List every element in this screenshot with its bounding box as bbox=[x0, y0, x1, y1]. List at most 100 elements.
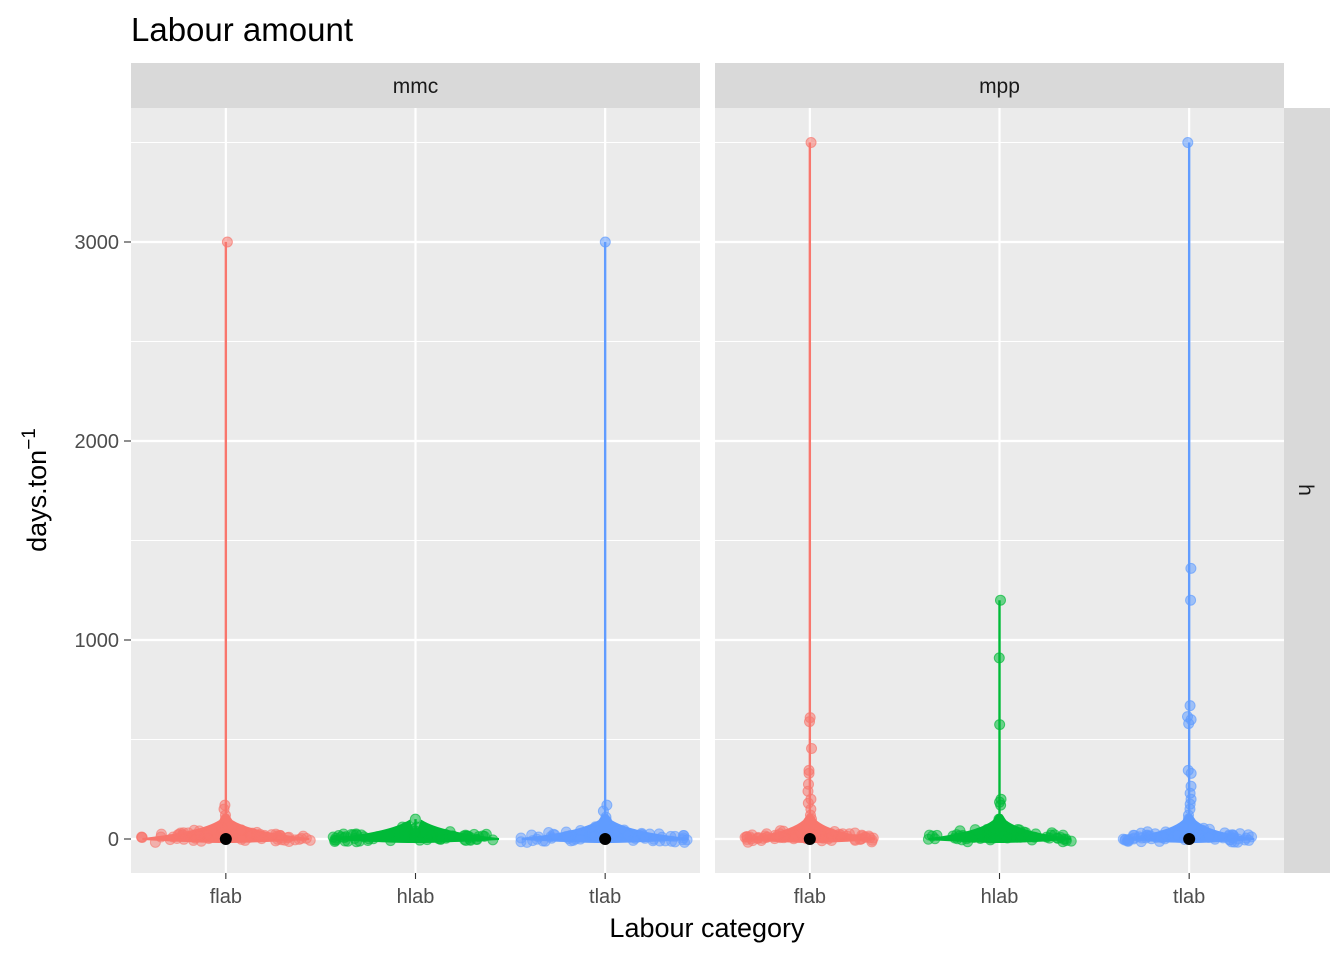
violin-mmc-hlab bbox=[327, 813, 500, 848]
jitter-point bbox=[539, 835, 551, 847]
data-point bbox=[1184, 700, 1196, 712]
violin-mmc-tlab bbox=[515, 236, 693, 848]
data-point bbox=[599, 236, 611, 248]
jitter-point bbox=[1240, 832, 1252, 844]
strip-label-mmc: mmc bbox=[393, 75, 439, 98]
jitter-point bbox=[589, 830, 601, 842]
jitter-point bbox=[266, 829, 278, 841]
jitter-point bbox=[1158, 831, 1170, 843]
x-tick-label: flab bbox=[210, 886, 242, 908]
strip-mmc bbox=[131, 63, 700, 108]
data-point bbox=[804, 817, 816, 829]
violin-mmc-flab bbox=[136, 236, 316, 848]
violin-mpp-hlab bbox=[922, 594, 1077, 848]
y-tick-label: 1000 bbox=[75, 630, 120, 652]
row-strip-label: h bbox=[1294, 484, 1317, 496]
row-strip: h bbox=[1284, 108, 1330, 873]
jitter-point bbox=[363, 833, 375, 845]
jitter-point bbox=[178, 833, 190, 845]
jitter-point bbox=[327, 831, 339, 843]
strip-mpp bbox=[715, 63, 1284, 108]
jitter-point bbox=[235, 833, 247, 845]
jitter-point bbox=[420, 829, 432, 841]
data-point bbox=[806, 742, 818, 754]
x-axis: flab hlab tlab flab hlab tlab bbox=[210, 873, 1205, 908]
jitter-point bbox=[741, 831, 753, 843]
jitter-point bbox=[235, 824, 247, 836]
data-point bbox=[1182, 137, 1194, 148]
jitter-point bbox=[461, 830, 473, 842]
jitter-point bbox=[669, 836, 681, 848]
jitter-point bbox=[527, 835, 539, 847]
y-tick-label: 2000 bbox=[75, 431, 120, 453]
x-axis-title: Labour category bbox=[609, 913, 805, 943]
y-axis-title-superscript: −1 bbox=[19, 428, 40, 450]
panel-mmc: mmc bbox=[131, 63, 700, 873]
data-point bbox=[805, 137, 817, 148]
chart-title: Labour amount bbox=[131, 11, 353, 48]
jitter-point bbox=[1217, 832, 1229, 844]
data-point bbox=[1182, 813, 1194, 825]
y-tick-label: 3000 bbox=[75, 232, 120, 254]
data-point bbox=[1185, 594, 1197, 606]
jitter-point bbox=[1192, 828, 1204, 840]
jitter-point bbox=[136, 831, 148, 843]
y-axis-title-text: days.ton bbox=[22, 450, 52, 552]
data-point bbox=[992, 817, 1004, 829]
jitter-point bbox=[1228, 832, 1240, 844]
jitter-point bbox=[849, 833, 861, 845]
jitter-point bbox=[860, 831, 872, 843]
jitter-point bbox=[515, 836, 527, 848]
x-tick-label: hlab bbox=[397, 886, 435, 908]
data-point bbox=[598, 819, 610, 831]
jitter-point bbox=[155, 828, 167, 840]
jitter-point bbox=[954, 830, 966, 842]
data-point bbox=[1185, 767, 1197, 779]
y-tick-label: 0 bbox=[108, 829, 119, 851]
jitter-point bbox=[1020, 827, 1032, 839]
data-point bbox=[994, 594, 1006, 606]
jitter-point bbox=[385, 835, 397, 847]
jitter-point bbox=[349, 832, 361, 844]
jitter-point bbox=[194, 829, 206, 841]
jitter-point bbox=[560, 830, 572, 842]
data-point bbox=[409, 827, 421, 839]
violin-mpp-tlab bbox=[1117, 137, 1258, 848]
jitter-point bbox=[778, 832, 790, 844]
x-tick-label: hlab bbox=[981, 886, 1019, 908]
x-tick-label: tlab bbox=[589, 886, 621, 908]
jitter-point bbox=[829, 825, 841, 837]
data-point bbox=[1183, 718, 1195, 730]
median-point bbox=[803, 833, 816, 845]
jitter-point bbox=[254, 831, 266, 843]
y-axis: 0 1000 2000 3000 bbox=[75, 232, 131, 851]
jitter-point bbox=[997, 826, 1009, 838]
jitter-point bbox=[1060, 835, 1072, 847]
jitter-point bbox=[340, 831, 352, 843]
data-point bbox=[804, 716, 816, 728]
jitter-point bbox=[1026, 834, 1038, 846]
median-point bbox=[599, 833, 612, 845]
jitter-point bbox=[984, 832, 996, 844]
x-tick-label: tlab bbox=[1173, 886, 1205, 908]
panels: mmc mpp bbox=[131, 63, 1284, 873]
violin-mpp-flab bbox=[739, 137, 879, 848]
jitter-point bbox=[647, 835, 659, 847]
jitter-point bbox=[931, 829, 943, 841]
jitter-point bbox=[549, 829, 561, 841]
jitter-point bbox=[1051, 832, 1063, 844]
data-point bbox=[993, 652, 1005, 664]
data-point bbox=[995, 799, 1007, 811]
jitter-point bbox=[622, 829, 634, 841]
jitter-point bbox=[1135, 827, 1147, 839]
row-strip-background bbox=[1284, 108, 1330, 873]
median-point bbox=[219, 833, 232, 845]
data-point bbox=[221, 236, 233, 248]
data-point bbox=[994, 719, 1006, 731]
panel-mpp: mpp bbox=[715, 63, 1284, 873]
strip-label-mpp: mpp bbox=[979, 75, 1020, 98]
data-point bbox=[222, 821, 234, 833]
jitter-point bbox=[1203, 831, 1215, 843]
jitter-point bbox=[1119, 834, 1131, 846]
